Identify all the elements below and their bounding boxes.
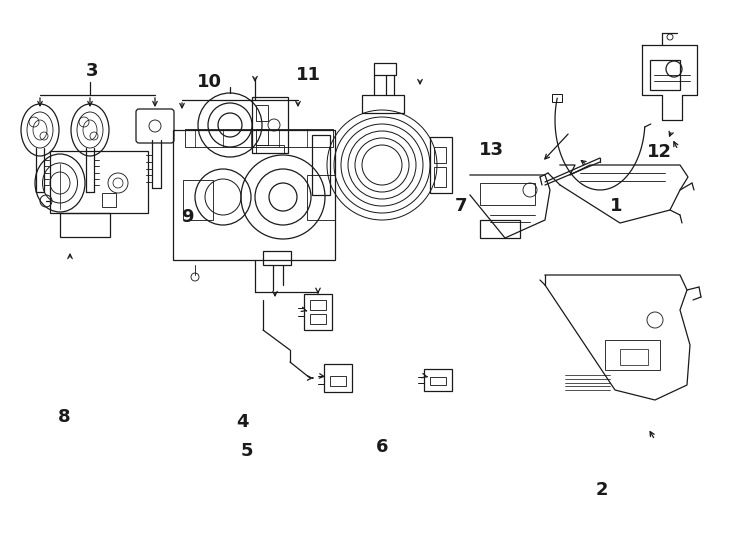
Bar xyxy=(605,340,660,370)
Bar xyxy=(256,145,284,153)
Text: 13: 13 xyxy=(479,141,504,159)
Bar xyxy=(430,377,446,385)
Bar xyxy=(304,294,332,330)
Bar xyxy=(330,376,346,386)
Text: 6: 6 xyxy=(375,438,388,456)
Bar xyxy=(434,167,446,187)
Text: 11: 11 xyxy=(296,65,321,84)
Bar xyxy=(424,369,452,391)
Text: 7: 7 xyxy=(454,197,468,215)
Bar xyxy=(480,183,535,205)
Bar xyxy=(552,94,562,103)
Bar xyxy=(480,220,520,238)
Bar xyxy=(183,180,213,220)
Bar xyxy=(50,151,148,213)
Bar xyxy=(173,130,335,260)
Bar xyxy=(362,95,404,113)
Text: 5: 5 xyxy=(241,442,254,460)
Bar xyxy=(102,193,116,207)
Text: 2: 2 xyxy=(595,481,608,500)
Text: 1: 1 xyxy=(610,197,623,215)
Bar xyxy=(263,251,291,265)
Bar xyxy=(60,213,110,237)
Bar xyxy=(310,314,326,324)
Text: 12: 12 xyxy=(647,143,672,161)
Bar xyxy=(312,135,330,195)
Bar xyxy=(185,129,333,147)
Bar xyxy=(256,105,268,121)
Bar xyxy=(374,63,396,75)
Bar xyxy=(430,137,452,193)
Text: 10: 10 xyxy=(197,73,222,91)
Text: 4: 4 xyxy=(236,413,249,431)
Text: 3: 3 xyxy=(85,62,98,80)
Bar xyxy=(252,97,288,153)
Bar xyxy=(256,129,268,145)
Text: 9: 9 xyxy=(181,208,194,226)
Bar xyxy=(650,60,680,90)
Bar xyxy=(620,349,648,365)
Bar xyxy=(310,300,326,310)
Bar xyxy=(324,364,352,392)
Bar xyxy=(307,175,335,220)
Bar xyxy=(434,147,446,163)
Text: 8: 8 xyxy=(58,408,71,426)
